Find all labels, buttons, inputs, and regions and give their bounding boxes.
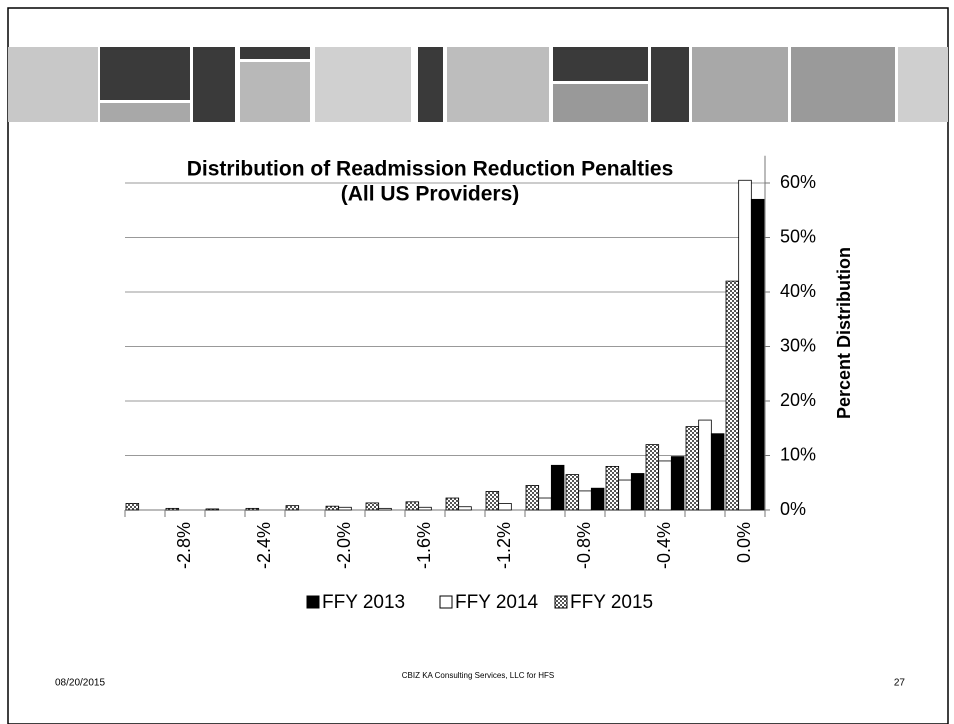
bar: [458, 506, 472, 511]
bar: [725, 280, 740, 511]
legend-label: FFY 2013: [322, 592, 405, 613]
x-tick-label: -1.6%: [414, 522, 434, 569]
bar: [125, 503, 140, 511]
x-tick-label: -2.4%: [254, 522, 274, 569]
legend-label: FFY 2014: [455, 592, 539, 613]
y-tick-label: 10%: [780, 444, 816, 464]
bar: [338, 506, 352, 511]
bar: [498, 503, 512, 511]
bar: [550, 464, 565, 511]
x-tick-label: -0.8%: [574, 522, 594, 569]
banner: [8, 47, 948, 122]
bar: [710, 433, 725, 511]
bar: [750, 198, 765, 511]
bar: [245, 507, 260, 511]
bar: [630, 473, 645, 511]
chart-subtitle: (All US Providers): [341, 183, 520, 206]
bar: [325, 505, 340, 511]
legend-swatch: [439, 595, 453, 609]
slide-frame: [7, 7, 949, 724]
x-tick-label: -2.0%: [334, 522, 354, 569]
bar: [685, 426, 700, 511]
bar: [418, 506, 432, 511]
bar: [605, 465, 620, 511]
bar: [590, 487, 605, 511]
footer-date: 08/20/2015: [55, 678, 105, 689]
x-tick-label: -2.8%: [174, 522, 194, 569]
bar: [578, 490, 592, 511]
x-tick-label: 0.0%: [734, 522, 754, 563]
legend-label: FFY 2015: [570, 592, 653, 613]
bar: [698, 419, 712, 511]
y-tick-label: 20%: [780, 390, 816, 410]
chart-title: Distribution of Readmission Reduction Pe…: [187, 158, 674, 181]
y-tick-label: 30%: [780, 335, 816, 355]
bar: [525, 485, 540, 511]
bar: [165, 507, 180, 511]
y-axis-label: Percent Distribution: [834, 247, 854, 419]
bar: [618, 479, 632, 511]
bar: [738, 179, 752, 511]
bar: [538, 497, 552, 511]
bar: [445, 497, 460, 511]
y-tick-label: 50%: [780, 226, 816, 246]
bar: [658, 460, 672, 511]
page-number: 27: [894, 678, 906, 689]
x-tick-label: -1.2%: [494, 522, 514, 569]
bar: [405, 501, 420, 511]
bar: [205, 508, 220, 511]
bar: [365, 502, 380, 511]
x-tick-label: -0.4%: [654, 522, 674, 569]
bar: [285, 505, 300, 511]
y-tick-label: 0%: [780, 499, 806, 519]
bar: [565, 474, 580, 511]
bar: [645, 444, 660, 511]
y-tick-label: 40%: [780, 281, 816, 301]
bar: [378, 507, 392, 511]
legend-swatch: [306, 595, 320, 609]
bar: [485, 491, 500, 511]
bar: [670, 456, 685, 511]
y-tick-label: 60%: [780, 172, 816, 192]
legend-swatch: [554, 595, 568, 609]
footer-credit: CBIZ KA Consulting Services, LLC for HFS: [402, 671, 555, 680]
